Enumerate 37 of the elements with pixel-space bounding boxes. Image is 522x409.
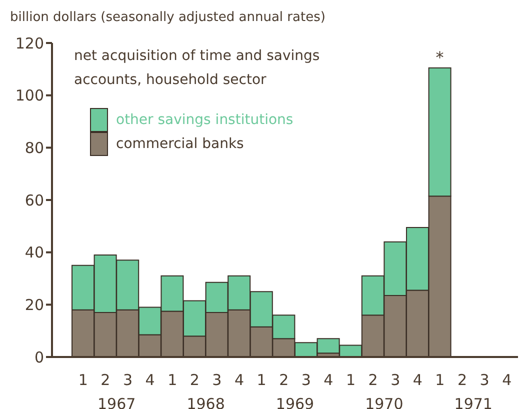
x-tick-label: 4 [412,371,422,389]
y-tick-label: 80 [24,138,44,157]
x-tick-label: 1 [346,371,356,389]
x-tick-label: 1 [435,371,445,389]
text: net acquisition of time and savings accounts, household sector [74,47,321,90]
x-tick-label: 4 [145,371,155,389]
x-tick-label: 4 [234,371,244,389]
x-tick-label: 2 [368,371,378,389]
x-tick-label: 3 [301,371,311,389]
y-tick-label: 20 [24,296,44,314]
legend-label: commercial banks [116,136,244,152]
x-tick-label: 3 [480,371,490,389]
x-tick-label: 2 [190,371,200,389]
text: 1970 [365,395,404,409]
y-tick-label: 40 [24,244,44,262]
x-tick-label: 1 [168,371,178,389]
x-tick-label: 3 [390,371,400,389]
x-tick-label: 2 [457,371,468,389]
x-tick-label: 1 [78,371,88,389]
data-label: * [436,48,444,67]
x-tick-label: 4 [324,371,334,389]
text: 1968 [186,395,225,409]
x-tick-label: 2 [279,371,289,389]
text: 1969 [276,395,314,409]
x-tick-label: 2 [100,371,110,389]
y-tick-label: 0 [34,348,44,366]
y-tick-label: 100 [15,86,44,105]
y-tick-label: 60 [24,191,44,210]
text: 1967 [98,395,136,409]
x-tick-label: 4 [502,371,512,389]
legend-label: other savings institutions [116,112,294,128]
y-tick-label: 120 [15,34,44,52]
x-tick-label: 3 [122,371,133,389]
text: 1971 [454,395,492,409]
y-axis-title: billion dollars (seasonally adjusted annual rates) [10,10,326,25]
x-tick-label: 3 [212,371,222,389]
x-tick-label: 1 [256,371,266,389]
